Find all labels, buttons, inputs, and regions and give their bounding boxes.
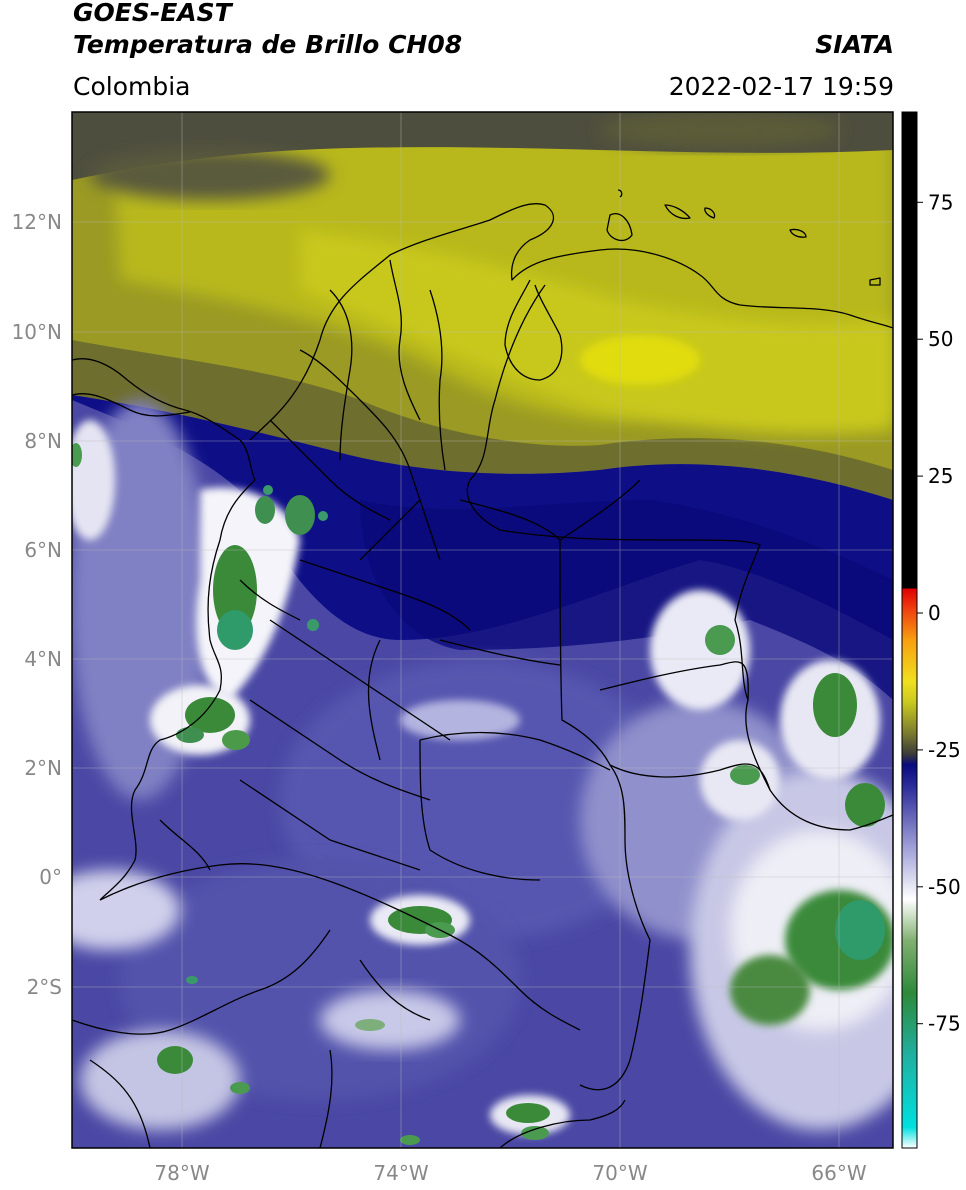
colorbar-tick-label: 0 bbox=[928, 601, 941, 625]
satellite-image bbox=[72, 112, 893, 1148]
product-title: Temperatura de Brillo CH08 bbox=[73, 30, 463, 59]
colorbar-scale bbox=[901, 111, 918, 1149]
lat-label: 8°N bbox=[24, 429, 62, 453]
agency-label: SIATA bbox=[815, 30, 894, 59]
latitude-labels: 12°N 10°N 8°N 6°N 4°N 2°N 0° 2°S bbox=[12, 210, 62, 999]
colorbar-tick-label: -25 bbox=[928, 738, 961, 762]
lat-label: 2°S bbox=[27, 975, 62, 999]
satellite-title: GOES-EAST bbox=[73, 0, 232, 27]
lat-label: 6°N bbox=[24, 538, 62, 562]
map-frame bbox=[71, 111, 894, 1149]
datetime-label: 2022-02-17 19:59 bbox=[668, 72, 894, 101]
colorbar-tick-label: -50 bbox=[928, 875, 961, 899]
lon-label: 66°W bbox=[811, 1161, 866, 1185]
lat-label: 10°N bbox=[12, 320, 62, 344]
lon-label: 74°W bbox=[373, 1161, 428, 1185]
lat-label: 12°N bbox=[12, 210, 62, 234]
colorbar-tick-label: 75 bbox=[928, 190, 953, 214]
lon-label: 78°W bbox=[154, 1161, 209, 1185]
longitude-labels: 78°W 74°W 70°W 66°W bbox=[154, 1161, 866, 1185]
colorbar-tick-label: 50 bbox=[928, 327, 953, 351]
colorbar-tick-label: -75 bbox=[928, 1012, 961, 1036]
region-label: Colombia bbox=[73, 72, 191, 101]
lat-label: 2°N bbox=[24, 756, 62, 780]
colorbar: 75 50 25 0 -25 -50 -75 bbox=[901, 111, 961, 1149]
lon-label: 70°W bbox=[592, 1161, 647, 1185]
lat-label: 0° bbox=[39, 865, 62, 889]
colorbar-tick-label: 25 bbox=[928, 464, 953, 488]
lat-label: 4°N bbox=[24, 647, 62, 671]
